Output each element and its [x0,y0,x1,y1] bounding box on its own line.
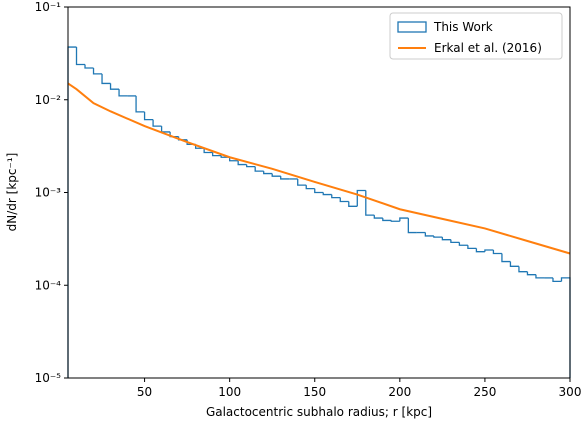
plot-frame [67,6,571,379]
x-tick-label: 50 [137,385,152,399]
histogram-step [109,83,120,90]
histogram-step [552,277,562,283]
histogram-step [143,111,154,121]
y-axis-label: dN/dr [kpc⁻¹] [5,153,19,232]
histogram-step [382,218,392,222]
histogram-step [75,47,86,66]
histogram-step [203,148,213,154]
histogram-step [67,46,77,378]
histogram-step [356,189,366,207]
histogram-step [118,89,128,97]
histogram-step [271,173,281,177]
x-tick-label: 100 [218,385,241,399]
histogram-step [518,266,528,273]
histogram-step [263,171,273,175]
x-tick-label: 250 [473,385,496,399]
histogram-step [390,220,400,222]
histogram-step [305,185,315,190]
histogram-step [365,190,375,216]
histogram-step [135,95,145,113]
legend-label: This Work [433,20,493,34]
x-tick-label: 200 [388,385,411,399]
histogram-step [280,176,290,180]
histogram-step [348,201,358,207]
histogram-step [475,248,485,253]
histogram-step [450,239,460,244]
histogram-step [246,164,256,168]
histogram-step [501,253,511,263]
y-tick-label: 10⁻³ [35,186,62,200]
y-tick-label: 10⁻² [35,93,62,107]
histogram-step [407,218,417,234]
histogram-step [467,245,477,249]
histogram-step [458,242,468,246]
histogram-step [492,249,502,255]
histogram-step [152,119,162,127]
histogram-step [441,237,451,241]
histogram-step [297,178,307,186]
histogram-step [339,197,349,203]
y-tick-label: 10⁻⁵ [35,371,62,385]
histogram-step [373,215,383,219]
legend-label: Erkal et al. (2016) [434,41,542,55]
histogram-step [560,277,571,378]
line [67,82,571,255]
histogram-step [526,271,536,276]
histogram-step [484,249,494,252]
histogram-step [254,166,264,172]
x-tick-label: 300 [559,385,582,399]
histogram-step [237,160,247,166]
histogram-step [509,261,519,267]
y-tick-label: 10⁻⁴ [35,278,62,292]
histogram-step [424,232,434,237]
x-axis-label: Galactocentric subhalo radius; r [kpc] [206,405,432,419]
x-tick-label: 150 [303,385,326,399]
histogram-step [92,67,103,75]
legend-box [389,12,563,60]
y-tick-label: 10⁻¹ [35,0,62,14]
histogram-step [314,188,324,194]
histogram-step [229,157,239,162]
histogram-step [399,217,409,222]
histogram-step [433,235,443,238]
histogram-step [322,192,332,196]
legend-swatch [397,21,427,33]
histogram-step [535,274,545,279]
histogram-step [160,126,171,133]
histogram-step [331,194,341,199]
histogram-step [101,73,111,85]
histogram-step [84,64,94,69]
histogram-step [211,152,222,157]
